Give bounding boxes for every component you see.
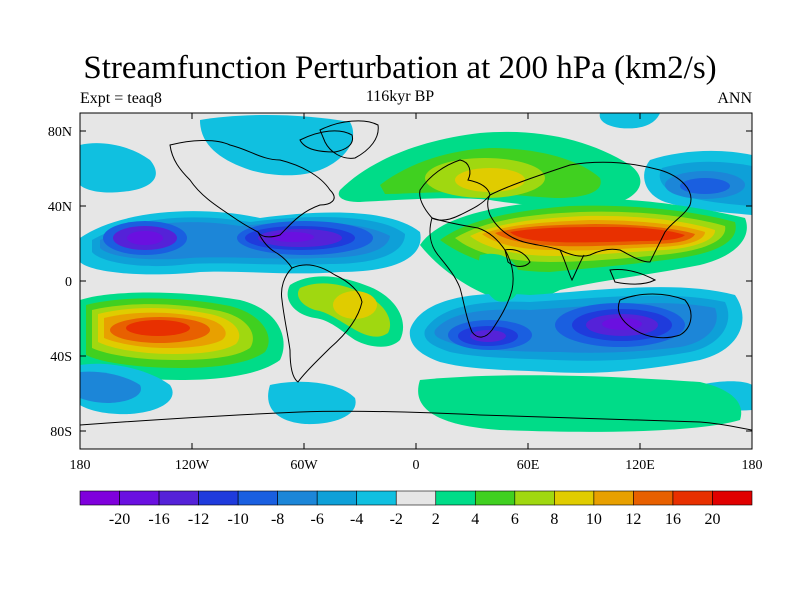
colorbar-label: 20 — [704, 511, 720, 528]
lon-label-180e: 180 — [742, 458, 763, 473]
colorbar-swatch — [593, 490, 634, 506]
colorbar-label: -10 — [227, 511, 248, 528]
lon-label-0: 0 — [413, 458, 420, 473]
south-atlantic-high — [287, 276, 404, 347]
colorbar-swatch — [316, 490, 358, 506]
coastlines — [80, 120, 752, 431]
season-label: ANN — [717, 90, 752, 107]
colorbar-label: -2 — [390, 511, 403, 528]
antarctic-high — [80, 375, 742, 449]
lon-label-60w: 60W — [290, 458, 318, 473]
americas-low — [80, 211, 421, 275]
colorbar: -20 -16 -12 -10 -8 -6 -4 -2 2 4 6 8 10 12 16 20 — [79, 490, 753, 528]
lon-label-120e: 120E — [625, 458, 655, 473]
colorbar-label: -8 — [271, 511, 284, 528]
colorbar-label: 12 — [625, 511, 641, 528]
colorbar-swatch — [356, 490, 397, 506]
colorbar-label: 16 — [665, 511, 681, 528]
chart-title: Streamfunction Perturbation at 200 hPa (… — [83, 50, 717, 86]
africa-green — [478, 253, 520, 302]
indian-ocean-low — [409, 287, 743, 373]
southern-ocean-blue — [80, 363, 752, 425]
colorbar-swatch — [474, 490, 516, 506]
colorbar-swatch — [435, 490, 476, 506]
colorbar-swatch — [79, 490, 120, 506]
colorbar-swatch — [712, 490, 753, 506]
colorbar-label: 6 — [511, 511, 519, 528]
lat-axis: 80N 40N 0 40S 80S — [48, 125, 752, 440]
colorbar-label: -6 — [311, 511, 324, 528]
south-pacific-high — [80, 292, 284, 380]
colorbar-swatch — [277, 490, 318, 506]
lon-label-180w: 180 — [70, 458, 91, 473]
arctic-blue — [599, 113, 660, 129]
colorbar-label: -12 — [188, 511, 209, 528]
colorbar-label: 2 — [432, 511, 440, 528]
colorbar-swatch — [237, 490, 278, 506]
eurasia-high — [338, 131, 641, 208]
lat-label-40n: 40N — [48, 200, 72, 215]
lat-label-80s: 80S — [50, 425, 72, 440]
northwest-pacific-low — [644, 150, 752, 215]
colorbar-swatch — [514, 490, 555, 506]
colorbar-swatch — [119, 490, 160, 506]
colorbar-swatch — [158, 490, 199, 506]
contour-field — [80, 113, 752, 449]
lon-label-120w: 120W — [175, 458, 210, 473]
experiment-label: Expt = teaq8 — [80, 90, 162, 107]
colorbar-label: 8 — [550, 511, 558, 528]
colorbar-swatch — [198, 490, 239, 506]
lat-label-0: 0 — [65, 275, 72, 290]
colorbar-swatch — [672, 490, 713, 506]
colorbar-label: -20 — [109, 511, 130, 528]
colorbar-label: 10 — [586, 511, 602, 528]
lon-label-60e: 60E — [517, 458, 540, 473]
north-america-blue — [80, 114, 354, 193]
colorbar-swatch — [395, 490, 437, 506]
colorbar-swatch — [554, 490, 595, 506]
lat-label-40s: 40S — [50, 350, 72, 365]
lat-label-80n: 80N — [48, 125, 72, 140]
colorbar-swatch — [633, 490, 674, 506]
colorbar-label: 4 — [471, 511, 479, 528]
colorbar-label: -16 — [148, 511, 169, 528]
colorbar-label: -4 — [350, 511, 363, 528]
lon-axis: 180 120W 60W 0 60E 120E 180 — [70, 113, 763, 473]
period-label: 116kyr BP — [365, 88, 435, 105]
